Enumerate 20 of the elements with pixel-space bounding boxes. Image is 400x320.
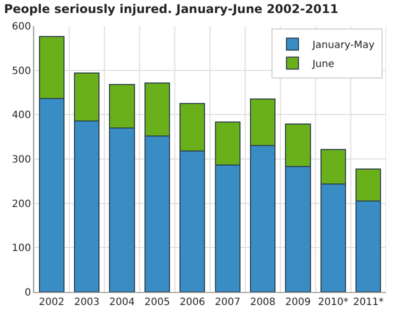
x-tick-label: 2010*	[318, 297, 348, 308]
x-tick-label: 2008	[250, 297, 276, 308]
x-tick-label: 2005	[144, 297, 170, 308]
x-tick-label: 2009	[285, 297, 311, 308]
y-tick-label: 600	[12, 22, 31, 32]
y-tick-label: 200	[12, 198, 31, 210]
y-tick-label: 0	[24, 288, 31, 298]
x-tick-label: 2007	[214, 297, 240, 308]
x-tick-label: 2011*	[353, 297, 384, 308]
x-tick-label: 2004	[109, 297, 135, 308]
x-tick-label: 2003	[74, 297, 100, 308]
x-tick-label: 2002	[38, 297, 64, 308]
y-tick-label: 300	[12, 154, 31, 166]
y-tick-label: 400	[12, 110, 31, 122]
y-tick-label: 100	[12, 243, 31, 254]
legend-label: January-May	[311, 40, 375, 52]
legend-label: June	[311, 59, 334, 70]
x-tick-label: 2006	[180, 297, 206, 308]
y-tick-label: 500	[12, 66, 31, 77]
chart-title: People seriously injured. January-June 2002-2011	[4, 2, 338, 16]
